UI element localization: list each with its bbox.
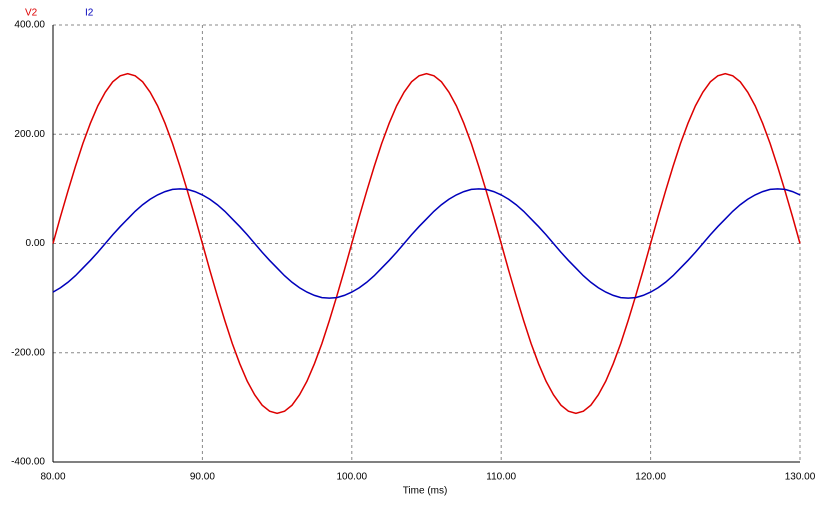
series-line: [52, 188, 801, 299]
x-tick-label: 100.00: [337, 472, 368, 483]
y-tick-label: -200.00: [11, 347, 45, 358]
x-axis-title: Time (ms): [403, 486, 448, 497]
x-tick-label: 90.00: [190, 472, 215, 483]
y-tick-label: 400.00: [14, 20, 45, 31]
y-tick-label: -400.00: [11, 457, 45, 468]
legend-entry: V2: [25, 8, 38, 19]
legend-entry: I2: [85, 8, 94, 19]
x-tick-label: 120.00: [635, 472, 666, 483]
x-tick-label: 110.00: [486, 472, 516, 483]
series-line: [52, 72, 801, 415]
y-tick-label: 200.00: [14, 129, 45, 140]
y-tick-label: 0.00: [26, 238, 46, 249]
x-tick-label: 80.00: [40, 472, 65, 483]
x-tick-label: 130.00: [785, 472, 816, 483]
